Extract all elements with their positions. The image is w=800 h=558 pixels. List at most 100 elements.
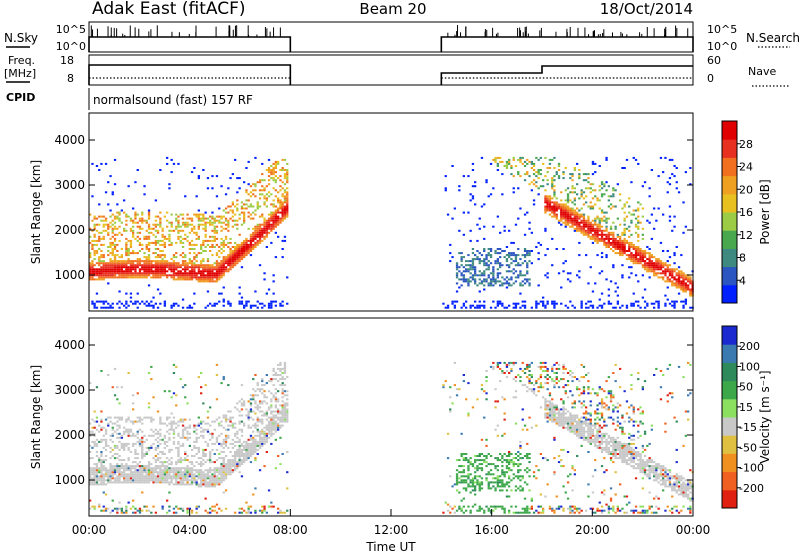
- velocity-cell: [191, 477, 193, 479]
- velocity-cell: [229, 425, 231, 427]
- power-cell: [114, 159, 116, 161]
- power-cell: [198, 278, 200, 280]
- power-cell: [610, 244, 612, 246]
- power-cell: [109, 252, 111, 254]
- power-cell: [610, 238, 612, 240]
- velocity-cell: [162, 439, 164, 441]
- power-cell: [257, 208, 259, 210]
- velocity-cell: [284, 408, 286, 410]
- power-cell: [488, 274, 490, 276]
- velocity-cell: [148, 406, 150, 408]
- power-cell: [157, 272, 159, 274]
- velocity-cell: [207, 423, 209, 425]
- velocity-cell: [191, 463, 193, 465]
- velocity-cell: [257, 388, 259, 390]
- velocity-cell: [168, 473, 170, 475]
- power-cell: [544, 230, 546, 232]
- power-cell: [513, 242, 515, 244]
- velocity-cell: [225, 443, 227, 445]
- power-cell: [182, 252, 184, 254]
- power-colorbar-swatch: [722, 212, 737, 231]
- power-cell: [483, 203, 485, 205]
- power-cell: [103, 260, 105, 262]
- velocity-cell: [186, 439, 188, 441]
- power-cell: [624, 206, 626, 208]
- velocity-cell: [146, 439, 148, 441]
- power-cell: [273, 179, 275, 181]
- velocity-cell: [263, 510, 265, 512]
- velocity-cell: [257, 429, 259, 431]
- velocity-cell: [282, 425, 284, 427]
- power-cell: [646, 264, 648, 266]
- velocity-cell: [248, 451, 250, 453]
- power-cell: [678, 280, 680, 282]
- power-cell: [508, 282, 510, 284]
- velocity-cell: [155, 439, 157, 441]
- velocity-cell: [168, 433, 170, 435]
- power-cell: [270, 212, 272, 214]
- velocity-cell: [100, 441, 102, 443]
- power-cell: [678, 282, 680, 284]
- power-cell: [596, 232, 598, 234]
- velocity-cell: [125, 475, 127, 477]
- velocity-cell: [193, 481, 195, 483]
- power-cell: [164, 256, 166, 258]
- power-cell: [481, 274, 483, 276]
- power-cell: [273, 163, 275, 165]
- power-cell: [257, 301, 259, 303]
- power-cell: [109, 246, 111, 248]
- power-cell: [261, 185, 263, 187]
- power-cell: [483, 307, 485, 309]
- velocity-cell: [177, 433, 179, 435]
- power-cell: [488, 264, 490, 266]
- nsky-label: N.Sky: [4, 31, 38, 45]
- velocity-cell: [268, 408, 270, 410]
- velocity-cell: [216, 477, 218, 479]
- power-cell: [109, 222, 111, 224]
- velocity-cell: [250, 402, 252, 404]
- power-cell: [198, 268, 200, 270]
- velocity-cell: [254, 487, 256, 489]
- power-cell: [680, 276, 682, 278]
- power-cell: [205, 266, 207, 268]
- power-cell: [239, 218, 241, 220]
- power-cell: [139, 242, 141, 244]
- power-cell: [148, 228, 150, 230]
- velocity-cell: [173, 512, 175, 514]
- power-cell: [685, 289, 687, 291]
- power-cell: [594, 163, 596, 165]
- velocity-cell: [173, 364, 175, 366]
- velocity-cell: [263, 508, 265, 510]
- velocity-cell: [245, 443, 247, 445]
- power-cell: [664, 295, 666, 297]
- power-cell: [479, 258, 481, 260]
- power-cell: [243, 246, 245, 248]
- velocity-cell: [184, 429, 186, 431]
- power-cell: [508, 266, 510, 268]
- power-cell: [490, 272, 492, 274]
- power-cell: [605, 226, 607, 228]
- power-cell: [560, 191, 562, 193]
- power-cell: [624, 240, 626, 242]
- power-cell: [658, 266, 660, 268]
- power-cell: [103, 303, 105, 305]
- power-cell: [531, 262, 533, 264]
- freq-panel-frame: [89, 55, 693, 85]
- velocity-cell: [277, 429, 279, 431]
- velocity-cell: [200, 473, 202, 475]
- power-cell: [506, 307, 508, 309]
- power-cell: [619, 199, 621, 201]
- nave-label: Nave: [748, 65, 776, 78]
- velocity-cell: [241, 455, 243, 457]
- power-cell: [465, 307, 467, 309]
- power-cell: [236, 244, 238, 246]
- power-cell: [560, 216, 562, 218]
- power-cell: [592, 220, 594, 222]
- power-cell: [125, 274, 127, 276]
- power-cell: [605, 218, 607, 220]
- power-cell: [596, 234, 598, 236]
- velocity-cell: [109, 435, 111, 437]
- power-cell: [497, 301, 499, 303]
- power-cell: [517, 254, 519, 256]
